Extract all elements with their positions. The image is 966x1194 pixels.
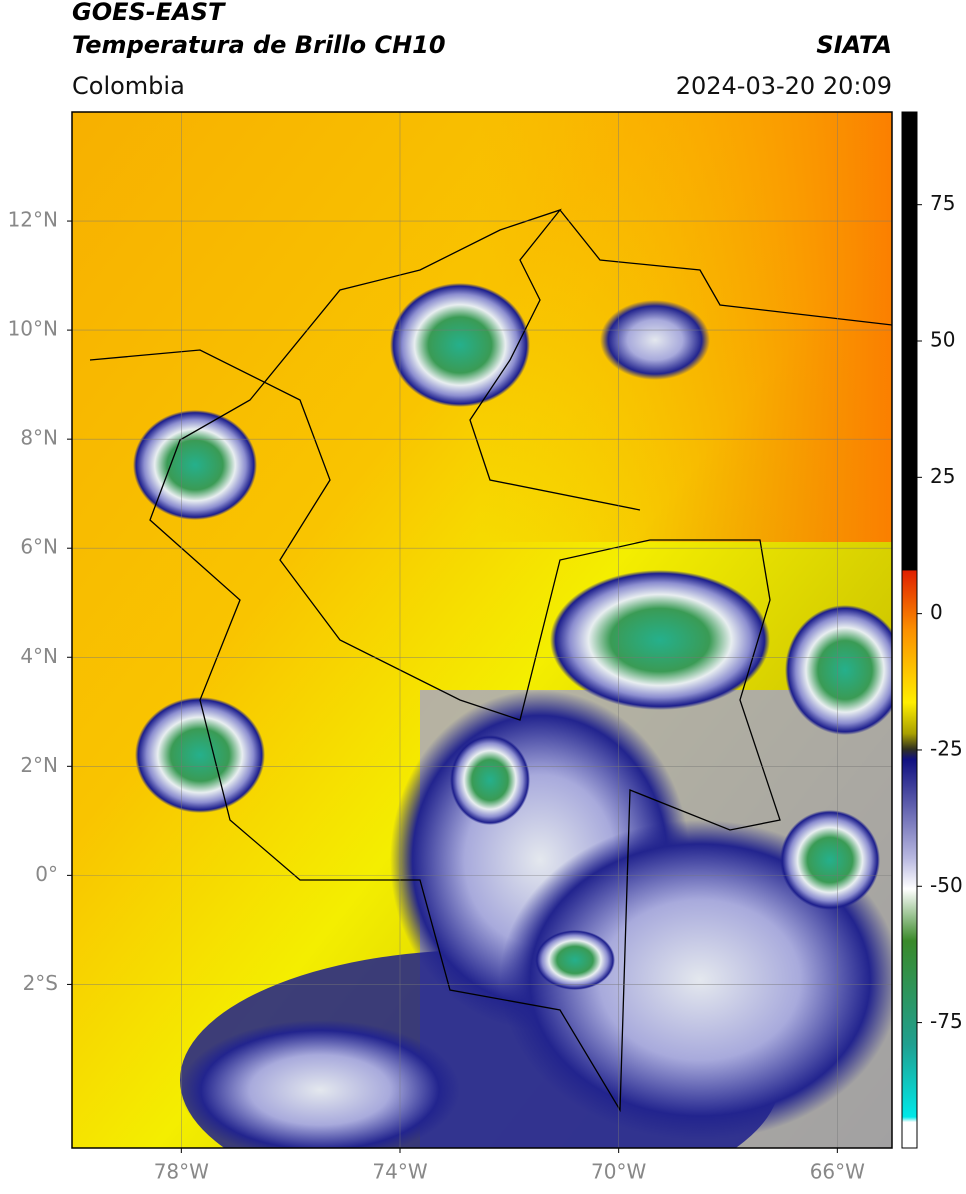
y-tick-label: 4°N — [20, 644, 58, 668]
x-tick-label: 78°W — [154, 1160, 209, 1184]
y-tick-label: 10°N — [8, 317, 58, 341]
subtitle: Temperatura de Brillo CH10 — [72, 31, 446, 59]
colorbar — [901, 111, 918, 1149]
x-tick-label: 70°W — [591, 1160, 646, 1184]
colorbar-label: -25 — [930, 736, 963, 760]
source: SIATA — [816, 31, 892, 59]
x-tick-label: 66°W — [810, 1160, 865, 1184]
title: GOES-EAST — [72, 0, 226, 26]
y-tick-label: 2°N — [20, 753, 58, 777]
grid — [72, 112, 892, 1148]
x-tick-label: 74°W — [372, 1160, 427, 1184]
colorbar-label: 75 — [930, 191, 955, 215]
y-tick-label: 0° — [35, 862, 58, 886]
y-tick-label: 6°N — [20, 535, 58, 559]
datetime: 2024-03-20 20:09 — [676, 72, 892, 100]
colorbar-label: 25 — [930, 464, 955, 488]
colorbar-label: -75 — [930, 1009, 963, 1033]
y-tick-label: 2°S — [23, 971, 58, 995]
colorbar-label: 0 — [930, 600, 943, 624]
colorbar-label: 50 — [930, 328, 955, 352]
colorbar-label: -50 — [930, 873, 963, 897]
y-tick-label: 8°N — [20, 426, 58, 450]
y-tick-label: 12°N — [8, 208, 58, 232]
satellite-image — [72, 112, 892, 1148]
region: Colombia — [72, 72, 185, 100]
map-frame — [71, 111, 893, 1149]
